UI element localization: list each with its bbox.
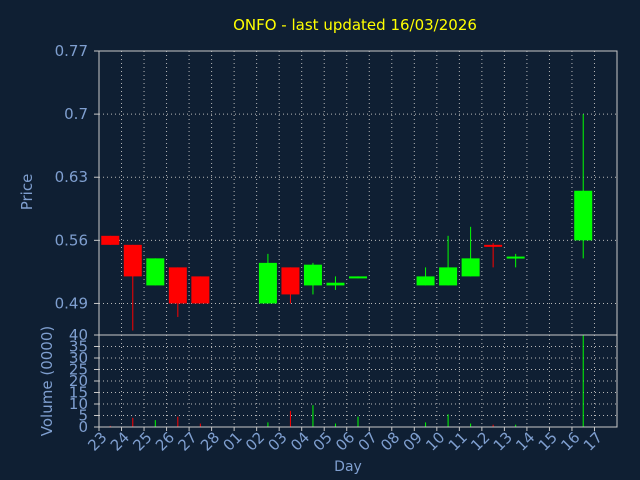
candle-body bbox=[168, 267, 187, 304]
candle-body bbox=[101, 235, 120, 245]
volume-axis-label: Volume (0000) bbox=[38, 326, 56, 436]
price-axis-label: Price bbox=[18, 174, 36, 211]
chart-title: ONFO - last updated 16/03/2026 bbox=[233, 16, 477, 34]
candle-24 bbox=[123, 244, 142, 331]
candle-body bbox=[146, 258, 165, 286]
candle-12 bbox=[484, 243, 503, 268]
candle-13 bbox=[506, 253, 525, 268]
volume-panel-border bbox=[98, 334, 618, 428]
candle-body bbox=[303, 264, 322, 286]
price-tick-label: 0.7 bbox=[64, 105, 88, 123]
candle-09 bbox=[416, 267, 435, 286]
candles bbox=[101, 114, 593, 331]
candle-25 bbox=[146, 258, 165, 286]
candle-body bbox=[574, 190, 593, 241]
candle-body bbox=[439, 267, 458, 286]
price-tick-label: 0.56 bbox=[55, 231, 88, 249]
candle-body bbox=[281, 267, 300, 295]
price-grid bbox=[94, 50, 617, 427]
candle-body bbox=[123, 244, 142, 277]
volume-tick-label: 0 bbox=[78, 418, 88, 436]
candle-26 bbox=[168, 267, 187, 317]
candle-body bbox=[191, 276, 210, 304]
candle-body bbox=[484, 244, 503, 247]
price-tick-labels: 0.77 0.7 0.63 0.56 0.49 bbox=[55, 42, 88, 312]
volume-tick-label: 20 bbox=[69, 372, 88, 390]
volume-tick-label: 15 bbox=[69, 384, 88, 402]
x-axis-label: Day bbox=[334, 459, 362, 475]
price-tick-label: 0.77 bbox=[55, 42, 88, 60]
price-tick-label: 0.49 bbox=[55, 294, 88, 312]
volume-tick-label: 10 bbox=[69, 395, 88, 413]
candle-16 bbox=[574, 114, 593, 259]
candle-27 bbox=[191, 276, 210, 304]
candle-06 bbox=[349, 276, 367, 279]
candle-05 bbox=[326, 276, 345, 290]
candle-02 bbox=[258, 253, 277, 304]
price-tick-label: 0.63 bbox=[55, 168, 88, 186]
candle-04 bbox=[303, 262, 322, 295]
candle-body bbox=[326, 282, 345, 286]
volume-tick-label: 25 bbox=[69, 361, 88, 379]
candle-body bbox=[506, 256, 525, 259]
candle-body bbox=[416, 276, 435, 286]
x-tick-labels: 2324252627280102030405060708091011121314… bbox=[84, 427, 606, 455]
candle-10 bbox=[439, 235, 458, 286]
candle-body bbox=[258, 262, 277, 304]
candle-body bbox=[349, 276, 367, 279]
candle-body bbox=[461, 258, 480, 277]
candle-11 bbox=[461, 226, 480, 277]
volume-tick-label: 5 bbox=[78, 407, 88, 425]
volume-tick-label: 40 bbox=[69, 326, 88, 344]
volume-tick-label: 30 bbox=[69, 349, 88, 367]
candle-03 bbox=[281, 267, 300, 304]
volume-grid bbox=[94, 334, 617, 428]
candle-23 bbox=[101, 235, 120, 245]
volume-tick-label: 35 bbox=[69, 338, 88, 356]
